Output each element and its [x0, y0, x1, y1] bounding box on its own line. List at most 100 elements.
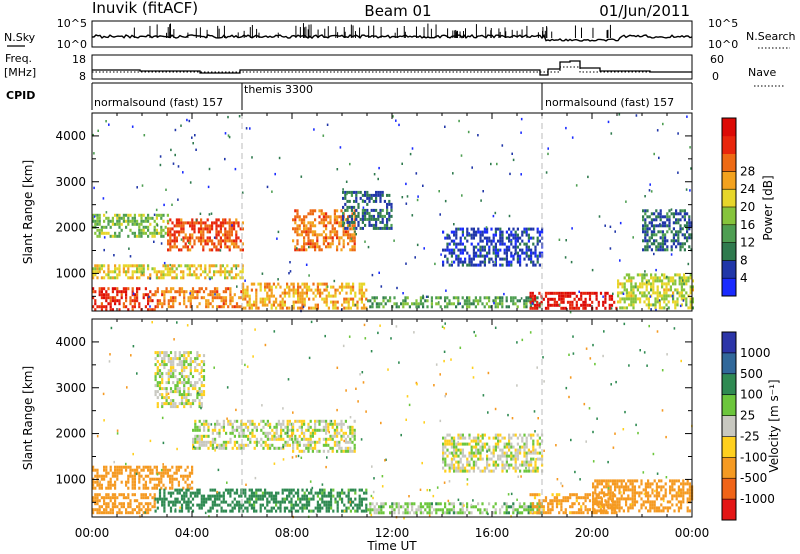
heatmap-cell: [107, 219, 110, 223]
heatmap-cell: [175, 273, 178, 277]
heatmap-cell: [185, 357, 188, 361]
heatmap-speckle: [251, 156, 253, 159]
heatmap-cell: [241, 264, 244, 268]
heatmap-cell: [547, 291, 550, 295]
heatmap-cell: [318, 221, 321, 225]
heatmap-cell: [472, 236, 475, 240]
heatmap-cell: [242, 291, 245, 295]
heatmap-cell: [136, 465, 139, 469]
heatmap-cell: [647, 279, 650, 283]
heatmap-cell: [384, 302, 387, 306]
heatmap-cell: [597, 496, 600, 500]
heatmap-cell: [156, 351, 159, 355]
heatmap-cell: [156, 360, 159, 364]
heatmap-cell: [329, 437, 332, 441]
heatmap-cell: [508, 260, 511, 264]
heatmap-cell: [646, 248, 649, 252]
heatmap-cell: [661, 273, 664, 277]
heatmap-cell: [169, 230, 172, 234]
heatmap-cell: [182, 477, 185, 481]
heatmap-cell: [674, 279, 677, 283]
heatmap-cell: [670, 230, 673, 234]
heatmap-cell: [109, 486, 112, 490]
heatmap-speckle: [440, 253, 442, 256]
heatmap-cell: [402, 505, 405, 509]
heatmap-cell: [149, 231, 152, 235]
heatmap-cell: [191, 296, 195, 300]
heatmap-cell: [633, 491, 636, 495]
heatmap-cell: [463, 299, 466, 303]
heatmap-cell: [430, 511, 433, 515]
heatmap-cell: [514, 236, 517, 240]
heatmap-cell: [582, 303, 585, 307]
heatmap-cell: [253, 282, 256, 286]
heatmap-cell: [450, 302, 453, 306]
heatmap-cell: [336, 443, 339, 447]
heatmap-cell: [311, 209, 314, 213]
heatmap-cell: [595, 511, 598, 515]
heatmap-cell: [544, 291, 548, 295]
heatmap-cell: [314, 303, 317, 307]
heatmap-cell: [494, 502, 497, 506]
heatmap-cell: [621, 306, 624, 310]
heatmap-cell: [375, 508, 378, 512]
heatmap-cell: [644, 236, 647, 240]
heatmap-speckle: [339, 146, 342, 149]
heatmap-cell: [644, 494, 647, 498]
heatmap-cell: [323, 297, 326, 301]
heatmap-cell: [654, 273, 657, 277]
heatmap-speckle: [131, 125, 134, 128]
heatmap-cell: [166, 270, 169, 274]
heatmap-cell: [417, 508, 420, 512]
heatmap-cell: [297, 291, 300, 295]
heatmap-cell: [147, 276, 150, 280]
heatmap-cell: [198, 387, 201, 391]
heatmap-cell: [273, 434, 276, 438]
heatmap-cell: [114, 496, 117, 500]
heatmap-cell: [439, 508, 442, 512]
heatmap-cell: [600, 500, 603, 504]
heatmap-cell: [151, 505, 154, 509]
heatmap-cell: [100, 276, 103, 280]
heatmap-cell: [291, 437, 294, 441]
heatmap-cell: [96, 264, 99, 268]
heatmap-cell: [647, 479, 650, 483]
heatmap-cell: [303, 494, 306, 498]
heatmap-cell: [341, 282, 344, 286]
heatmap-cell: [138, 302, 141, 306]
heatmap-speckle: [274, 172, 276, 176]
heatmap-cell: [149, 471, 152, 475]
heatmap-cell: [98, 228, 101, 232]
heatmap-cell: [120, 465, 123, 469]
heatmap-cell: [560, 502, 563, 506]
heatmap-cell: [446, 454, 449, 458]
heatmap-cell: [107, 276, 110, 280]
heatmap-cell: [620, 506, 623, 510]
heatmap-cell: [656, 300, 659, 304]
heatmap-cell: [127, 477, 130, 481]
heatmap-cell: [178, 230, 181, 234]
heatmap-cell: [248, 306, 251, 310]
heatmap-cell: [100, 225, 103, 229]
heatmap-cell: [496, 302, 499, 306]
heatmap-cell: [523, 242, 526, 246]
heatmap-cell: [220, 446, 223, 450]
heatmap-cell: [647, 485, 650, 489]
heatmap-cell: [651, 503, 654, 507]
heatmap-cell: [532, 251, 535, 255]
heatmap-cell: [510, 230, 513, 234]
heatmap-cell: [660, 503, 663, 507]
heatmap-cell: [607, 497, 610, 501]
heatmap-speckle: [141, 184, 144, 187]
heatmap-cell: [107, 264, 110, 268]
heatmap-cell: [171, 245, 174, 249]
heatmap-cell: [336, 300, 339, 304]
heatmap-cell: [180, 503, 184, 507]
heatmap-cell: [331, 242, 334, 246]
heatmap-cell: [211, 296, 214, 300]
heatmap-cell: [200, 437, 203, 441]
heatmap-cell: [645, 279, 648, 283]
heatmap-cell: [314, 209, 317, 213]
heatmap-cell: [162, 213, 165, 217]
heatmap-cell: [352, 297, 355, 301]
